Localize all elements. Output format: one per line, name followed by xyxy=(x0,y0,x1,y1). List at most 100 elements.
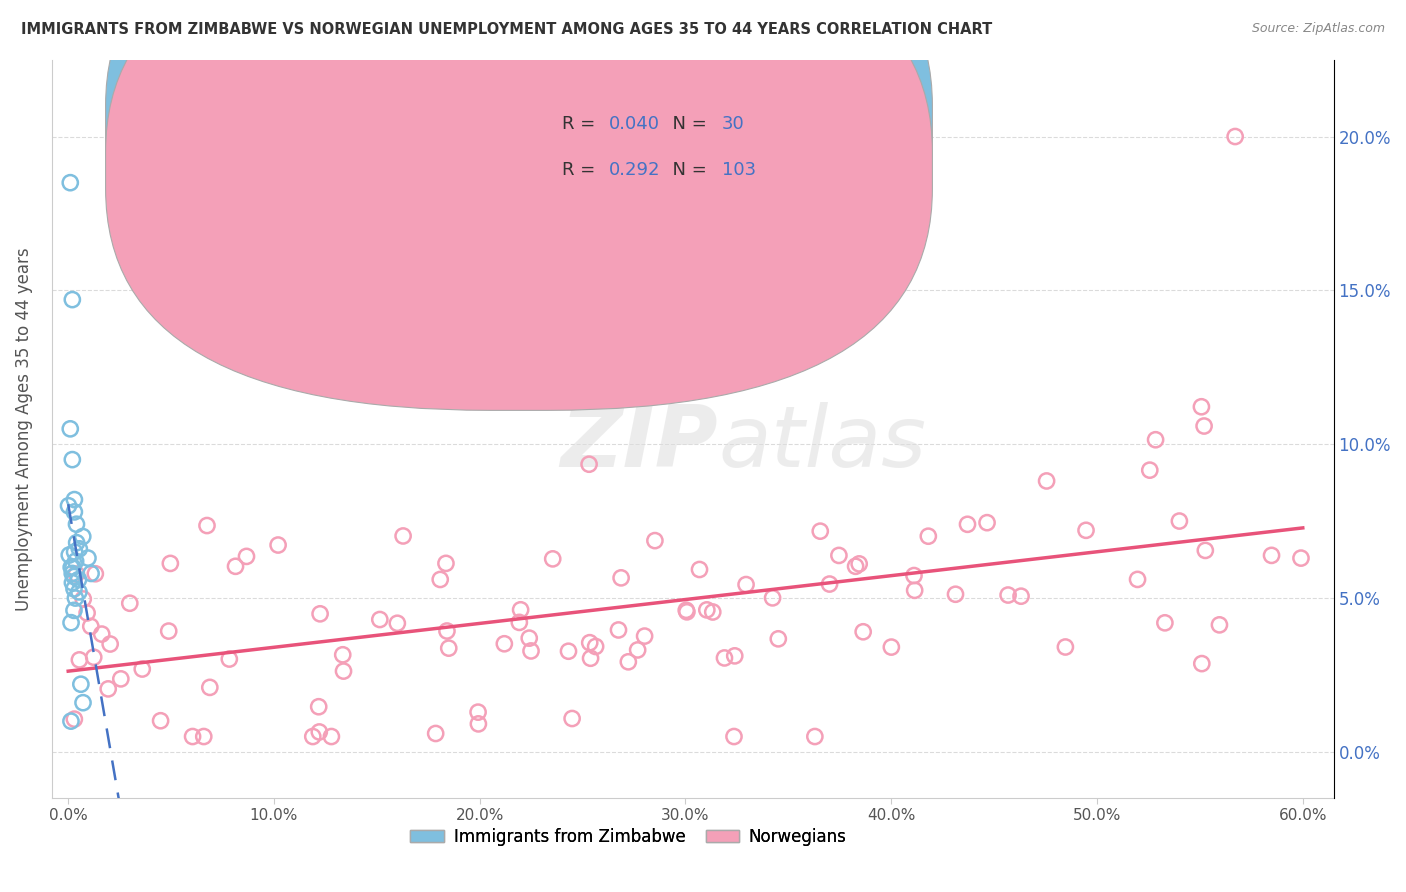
Point xyxy=(1144,433,1167,447)
Point xyxy=(437,641,460,656)
Point xyxy=(63,582,86,596)
Point xyxy=(429,573,451,587)
Point xyxy=(63,545,86,559)
Point xyxy=(467,717,489,731)
Point xyxy=(90,627,112,641)
Point xyxy=(723,730,745,744)
Point xyxy=(67,541,90,556)
Point xyxy=(735,577,758,591)
Point xyxy=(818,577,841,591)
Point xyxy=(945,587,967,601)
Point xyxy=(332,664,354,678)
Point xyxy=(368,613,391,627)
Point xyxy=(804,730,827,744)
Point xyxy=(761,591,783,605)
Point xyxy=(181,730,204,744)
Point xyxy=(724,648,747,663)
Point xyxy=(610,571,633,585)
Point xyxy=(676,605,699,619)
Point xyxy=(578,457,600,471)
Text: 0.040: 0.040 xyxy=(609,115,661,133)
Point xyxy=(67,653,90,667)
Point xyxy=(63,492,86,507)
Point xyxy=(387,616,409,631)
Point xyxy=(696,603,718,617)
Point xyxy=(84,566,107,581)
Point xyxy=(63,712,86,726)
Point xyxy=(65,554,87,568)
Point xyxy=(60,293,83,307)
Text: R =: R = xyxy=(562,161,600,179)
Text: 0.292: 0.292 xyxy=(609,161,661,179)
Point xyxy=(149,714,172,728)
Point xyxy=(67,585,90,599)
Text: ZIP: ZIP xyxy=(561,402,718,485)
Point xyxy=(1168,514,1191,528)
Point xyxy=(852,624,875,639)
Point xyxy=(644,533,666,548)
Point xyxy=(1223,129,1246,144)
Point xyxy=(436,624,458,638)
Point xyxy=(917,529,939,543)
Point xyxy=(225,559,247,574)
Point xyxy=(1054,640,1077,654)
Point xyxy=(66,535,89,549)
Point xyxy=(1189,400,1212,414)
Point xyxy=(321,730,343,744)
Point xyxy=(579,651,602,665)
Point xyxy=(70,677,93,691)
Point xyxy=(80,619,103,633)
Point xyxy=(520,644,543,658)
Point xyxy=(63,603,86,617)
Point xyxy=(561,712,583,726)
Point xyxy=(97,681,120,696)
Point xyxy=(301,730,323,744)
FancyBboxPatch shape xyxy=(105,0,932,364)
Point xyxy=(83,650,105,665)
Point xyxy=(434,557,457,571)
Point xyxy=(713,651,735,665)
Point xyxy=(557,644,579,658)
Point xyxy=(1191,657,1213,671)
Point xyxy=(1192,419,1215,434)
Text: Source: ZipAtlas.com: Source: ZipAtlas.com xyxy=(1251,22,1385,36)
Point xyxy=(218,652,240,666)
Point xyxy=(392,529,415,543)
Point xyxy=(845,559,868,574)
Point xyxy=(118,596,141,610)
Point xyxy=(976,516,998,530)
Point xyxy=(1074,524,1097,538)
Point xyxy=(689,562,711,576)
Text: 103: 103 xyxy=(723,161,756,179)
Point xyxy=(585,640,607,654)
Point xyxy=(848,557,870,571)
Point xyxy=(880,640,903,654)
Point xyxy=(675,603,697,617)
Point xyxy=(72,529,94,543)
Point xyxy=(80,566,103,581)
Point xyxy=(60,560,83,574)
Point xyxy=(1154,615,1177,630)
Point xyxy=(60,615,83,630)
Point xyxy=(633,629,655,643)
Point xyxy=(1139,463,1161,477)
Text: N =: N = xyxy=(661,161,713,179)
Point xyxy=(267,538,290,552)
Point xyxy=(58,548,80,562)
Text: IMMIGRANTS FROM ZIMBABWE VS NORWEGIAN UNEMPLOYMENT AMONG AGES 35 TO 44 YEARS COR: IMMIGRANTS FROM ZIMBABWE VS NORWEGIAN UN… xyxy=(21,22,993,37)
Legend: Immigrants from Zimbabwe, Norwegians: Immigrants from Zimbabwe, Norwegians xyxy=(404,822,853,853)
Point xyxy=(72,592,94,607)
Point xyxy=(517,631,540,645)
Point xyxy=(467,705,489,719)
Point xyxy=(65,591,87,605)
Point xyxy=(1126,573,1149,587)
Point xyxy=(541,552,564,566)
Point xyxy=(308,725,330,739)
Point xyxy=(193,730,215,744)
Point xyxy=(198,681,221,695)
Point xyxy=(76,606,98,620)
Point xyxy=(63,505,86,519)
Point xyxy=(65,567,87,582)
Point xyxy=(309,607,332,621)
Point xyxy=(59,714,82,728)
